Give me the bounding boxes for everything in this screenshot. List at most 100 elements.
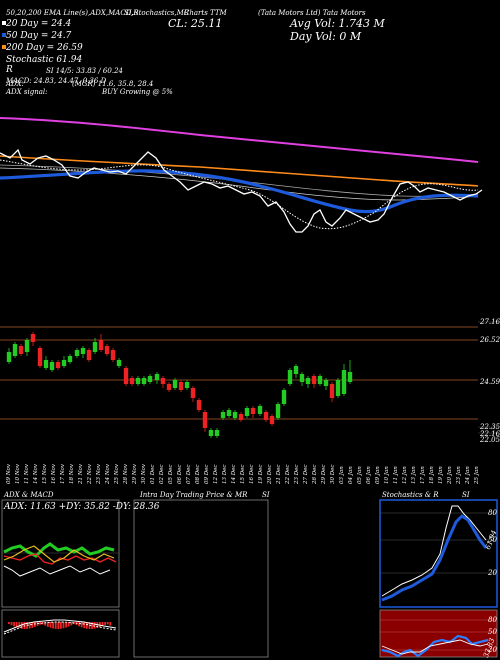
- stochastic-panel: [379, 499, 498, 608]
- candle-body: [269, 416, 275, 424]
- rsi-values: SI 14/5: 33.83 / 60.24: [46, 67, 123, 75]
- candles: [6, 332, 353, 438]
- macd-histogram-bar: [13, 622, 15, 627]
- candle-body: [49, 362, 55, 370]
- ema200-line: [0, 155, 479, 187]
- candle-body: [226, 410, 232, 416]
- candle-body: [347, 372, 353, 382]
- macd-histogram-bar: [39, 622, 41, 625]
- rsi-tick-50: 50: [488, 628, 497, 636]
- mgr-values: (MGR) 11.6, 35.8, 28.4: [72, 80, 154, 88]
- dotted-line: [0, 159, 479, 230]
- candle-body: [61, 360, 67, 366]
- header-indicators-label: 50,20,200 EMA Line(s),ADX,MACD,R: [6, 9, 139, 17]
- candle-body: [129, 378, 135, 384]
- adx-signal-label: ADX signal:: [6, 88, 48, 96]
- stoch-tick-50: 50: [488, 536, 497, 544]
- candle-body: [147, 376, 153, 382]
- macd-histogram-bar: [54, 622, 57, 629]
- candle-body: [317, 376, 323, 384]
- day-volume: Day Vol: 0 M: [290, 30, 362, 43]
- ema200-value: 200 Day = 26.59: [6, 43, 83, 53]
- macd-histogram-bar: [34, 622, 36, 627]
- macd-histogram-bar: [80, 622, 83, 628]
- adx-values: ADX: 11.63 +DY: 35.82 -DY: 28.36: [4, 502, 160, 512]
- macd-line: [3, 619, 117, 633]
- candle-body: [250, 408, 256, 414]
- candle-body: [172, 380, 178, 388]
- macd-histogram-bar: [101, 622, 104, 627]
- candle-body: [257, 406, 263, 414]
- ema50-swatch-icon: [2, 33, 6, 37]
- candle-body: [184, 382, 190, 388]
- macd-histogram-bar: [70, 622, 73, 626]
- macd-histogram-bar: [52, 622, 54, 629]
- rsi-line-blue: [381, 634, 489, 658]
- macd-histogram-bar: [28, 622, 31, 629]
- candle-body: [24, 340, 30, 352]
- close-price: CL: 25.11: [168, 17, 223, 30]
- candle-body: [160, 378, 166, 384]
- buy-signal: BUY Growing @ 5%: [102, 88, 173, 96]
- candle-body: [190, 388, 196, 398]
- candle-body: [80, 348, 86, 354]
- macd-histogram-bar: [49, 622, 52, 628]
- ema50-value: 50 Day = 24.7: [6, 31, 72, 41]
- macd-histogram-bar: [44, 622, 47, 626]
- candle-body: [263, 412, 269, 420]
- candle-body: [305, 378, 311, 384]
- macd-values: MACD: 24.83, 24.47, 0.36 D: [6, 77, 107, 85]
- candle-body: [281, 390, 287, 404]
- candle-body: [141, 378, 147, 384]
- rsi-label: R: [6, 65, 13, 75]
- candle-body: [67, 356, 73, 362]
- intraday-panel-si: SI: [262, 491, 270, 499]
- price-label-2716: 27.16: [480, 318, 500, 326]
- candle-body: [92, 342, 98, 352]
- adx-panel: [1, 499, 120, 608]
- macd-histogram-bar: [60, 622, 62, 629]
- macd-histogram-bar: [104, 622, 106, 625]
- candle-body: [55, 362, 61, 368]
- candle-body: [30, 334, 36, 342]
- price-label-2205: 22.05: [480, 436, 500, 444]
- intraday-panel: [133, 499, 269, 658]
- macd-histogram-bar: [57, 622, 60, 629]
- adx-panel-title: ADX & MACD: [4, 491, 54, 499]
- candle-body: [37, 348, 43, 366]
- macd-histogram-bar: [18, 622, 21, 629]
- macd-histogram-bar: [83, 622, 86, 629]
- average-volume: Avg Vol: 1.743 M: [290, 17, 385, 30]
- macd-histogram-bar: [15, 622, 18, 628]
- stochastic-value: Stochastic 61.94: [6, 55, 83, 65]
- adx-line-white: [3, 565, 111, 577]
- adx-line-green: [3, 542, 115, 558]
- stochastic-panel-title: Stochastics & R: [382, 491, 439, 499]
- rsi-tick-20: 20: [488, 646, 497, 654]
- macd-histogram-bar: [47, 622, 49, 627]
- macd-histogram-bar: [78, 622, 80, 627]
- candle-body: [202, 412, 208, 428]
- intraday-panel-title: Intra Day Trading Price & MR: [140, 491, 248, 499]
- macd-histogram-bar: [67, 622, 70, 627]
- candle-body: [74, 350, 80, 356]
- candle-body: [238, 414, 244, 420]
- candle-body: [311, 376, 317, 384]
- company-name: (Tata Motors Ltd) Tata Motors: [258, 9, 366, 17]
- candle-body: [110, 350, 116, 360]
- candle-body: [335, 380, 341, 396]
- candle-body: [244, 408, 250, 416]
- price-label-2216: 22.16: [480, 430, 500, 438]
- stochastic-panel-si: SI: [462, 491, 470, 499]
- macd-histogram-bar: [86, 622, 88, 629]
- macd-histogram-bar: [91, 622, 93, 629]
- macd-histogram-bar: [93, 622, 96, 629]
- candle-body: [86, 350, 92, 360]
- candle-body: [232, 412, 238, 418]
- macd-signal-line: [3, 621, 117, 635]
- candle-body: [214, 430, 220, 436]
- price-label-2235: 22.35: [480, 423, 500, 431]
